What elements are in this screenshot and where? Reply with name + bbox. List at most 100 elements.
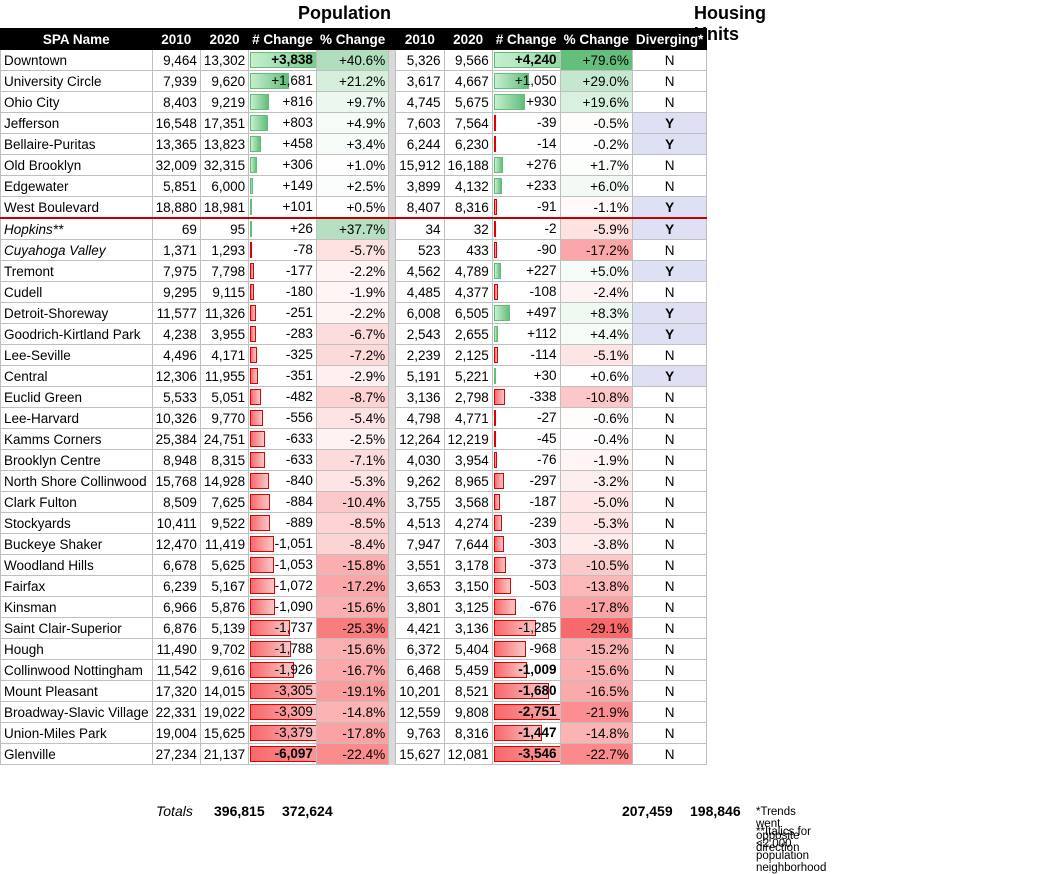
table-row: Fairfax 6,239 5,167 -1,072 -17.2% 3,653 3,150 -… (0, 575, 708, 597)
pop-change-value: -177 (285, 263, 313, 278)
house-change-bar (493, 284, 498, 300)
cell-pop-2010: 5,851 (151, 175, 201, 197)
house-change-value: -373 (529, 557, 557, 572)
pop-change-value: -3,379 (274, 725, 313, 740)
cell-house-2020: 5,404 (443, 638, 493, 660)
house-change-bar (493, 641, 526, 657)
cell-pop-2020: 8,315 (199, 449, 250, 471)
gap-cell (388, 470, 397, 492)
house-change-value: -1,285 (518, 620, 557, 635)
totals-label: Totals (156, 803, 193, 819)
gap-cell (388, 112, 397, 134)
table-row: Edgewater 5,851 6,000 +149 +2.5% 3,899 4,132 +2… (0, 175, 708, 197)
house-change-bar (493, 746, 560, 762)
cell-spa-name: Cudell (0, 281, 153, 303)
pop-change-cell: -1,051 (248, 533, 317, 555)
pop-change-value: +149 (282, 178, 313, 193)
cell-pop-2010: 6,678 (151, 554, 201, 576)
pop-change-value: +101 (282, 199, 313, 214)
pop-change-bar (250, 73, 290, 89)
house-change-cell: -1,285 (491, 617, 561, 639)
cell-house-pct: -10.8% (559, 386, 633, 408)
cell-house-2020: 6,505 (443, 302, 493, 324)
cell-pop-2010: 8,403 (151, 91, 201, 113)
pop-change-cell: -177 (248, 260, 317, 282)
pop-change-cell: -6,097 (248, 743, 317, 765)
cell-pop-2020: 19,022 (199, 701, 250, 723)
pop-change-value: -1,051 (274, 536, 313, 551)
house-change-cell: -39 (491, 112, 561, 134)
pop-change-cell: -78 (248, 239, 317, 261)
table-row: Cuyahoga Valley 1,371 1,293 -78 -5.7% 523 433 -… (0, 239, 708, 261)
gap-cell (388, 638, 397, 660)
pop-change-cell: +101 (248, 196, 317, 219)
cell-spa-name: Union-Miles Park (0, 722, 153, 744)
cell-house-2020: 2,655 (443, 323, 493, 345)
cell-house-2020: 5,459 (443, 659, 493, 681)
house-change-bar (493, 242, 497, 258)
cell-house-2010: 15,627 (395, 743, 445, 765)
house-change-bar (493, 578, 511, 594)
cell-house-2020: 32 (443, 217, 493, 240)
cell-house-pct: -13.8% (559, 575, 633, 597)
pop-change-bar (250, 620, 291, 636)
cell-house-2010: 6,372 (395, 638, 445, 660)
cell-pop-2010: 11,542 (151, 659, 201, 681)
house-change-bar (493, 263, 501, 279)
cell-pop-pct: -16.7% (315, 659, 390, 681)
house-change-bar (493, 52, 560, 68)
cell-spa-name: Clark Fulton (0, 491, 153, 513)
pop-change-bar (250, 199, 253, 215)
cell-house-2020: 4,789 (443, 260, 493, 282)
cell-pop-2010: 11,490 (151, 638, 201, 660)
cell-pop-2020: 7,798 (199, 260, 250, 282)
house-change-cell: +112 (491, 323, 561, 345)
pop-change-bar (250, 389, 262, 405)
cell-house-2010: 4,421 (395, 617, 445, 639)
pop-change-value: +26 (290, 221, 313, 236)
header-pchg: # Change (248, 28, 317, 50)
cell-diverging: N (631, 470, 708, 492)
header-h2020: 2020 (443, 28, 493, 50)
cell-house-2010: 5,326 (395, 49, 445, 71)
house-change-bar (493, 662, 527, 678)
cell-pop-2010: 32,009 (151, 154, 201, 176)
cell-spa-name: Kamms Corners (0, 428, 153, 450)
pop-change-value: +3,838 (271, 52, 313, 67)
cell-pop-pct: +0.5% (315, 196, 390, 219)
cell-pop-2020: 21,137 (199, 743, 250, 765)
house-change-cell: -27 (491, 407, 561, 429)
cell-spa-name: Hopkins** (0, 217, 153, 240)
pop-change-bar (250, 221, 253, 237)
cell-pop-pct: -15.8% (315, 554, 390, 576)
pop-change-cell: -180 (248, 281, 317, 303)
house-change-cell: -2,751 (491, 701, 561, 723)
pop-change-bar (250, 536, 275, 552)
cell-diverging: Y (631, 323, 708, 345)
pop-change-cell: +306 (248, 154, 317, 176)
cell-pop-2010: 4,238 (151, 323, 201, 345)
cell-house-pct: -14.8% (559, 722, 633, 744)
cell-pop-2010: 6,876 (151, 617, 201, 639)
cell-house-2010: 9,763 (395, 722, 445, 744)
cell-house-2020: 3,150 (443, 575, 493, 597)
house-change-value: +930 (526, 94, 557, 109)
cell-pop-2020: 1,293 (199, 239, 250, 261)
cell-pop-2020: 5,876 (199, 596, 250, 618)
table-row: Central 12,306 11,955 -351 -2.9% 5,191 5,221 +3… (0, 365, 708, 387)
cell-pop-pct: -6.7% (315, 323, 390, 345)
gap-cell (388, 260, 397, 282)
cell-pop-pct: +21.2% (315, 70, 390, 92)
house-change-value: -1,009 (518, 662, 557, 677)
gap-cell (388, 428, 397, 450)
cell-pop-2010: 12,306 (151, 365, 201, 387)
gap-cell (388, 659, 397, 681)
house-change-value: -239 (529, 515, 557, 530)
cell-pop-pct: -15.6% (315, 638, 390, 660)
table-row: Collinwood Nottingham 11,542 9,616 -1,926 -1… (0, 659, 708, 681)
gap-cell (388, 533, 397, 555)
cell-pop-pct: +4.9% (315, 112, 390, 134)
cell-pop-2010: 9,295 (151, 281, 201, 303)
cell-house-2020: 4,771 (443, 407, 493, 429)
cell-pop-2020: 32,315 (199, 154, 250, 176)
